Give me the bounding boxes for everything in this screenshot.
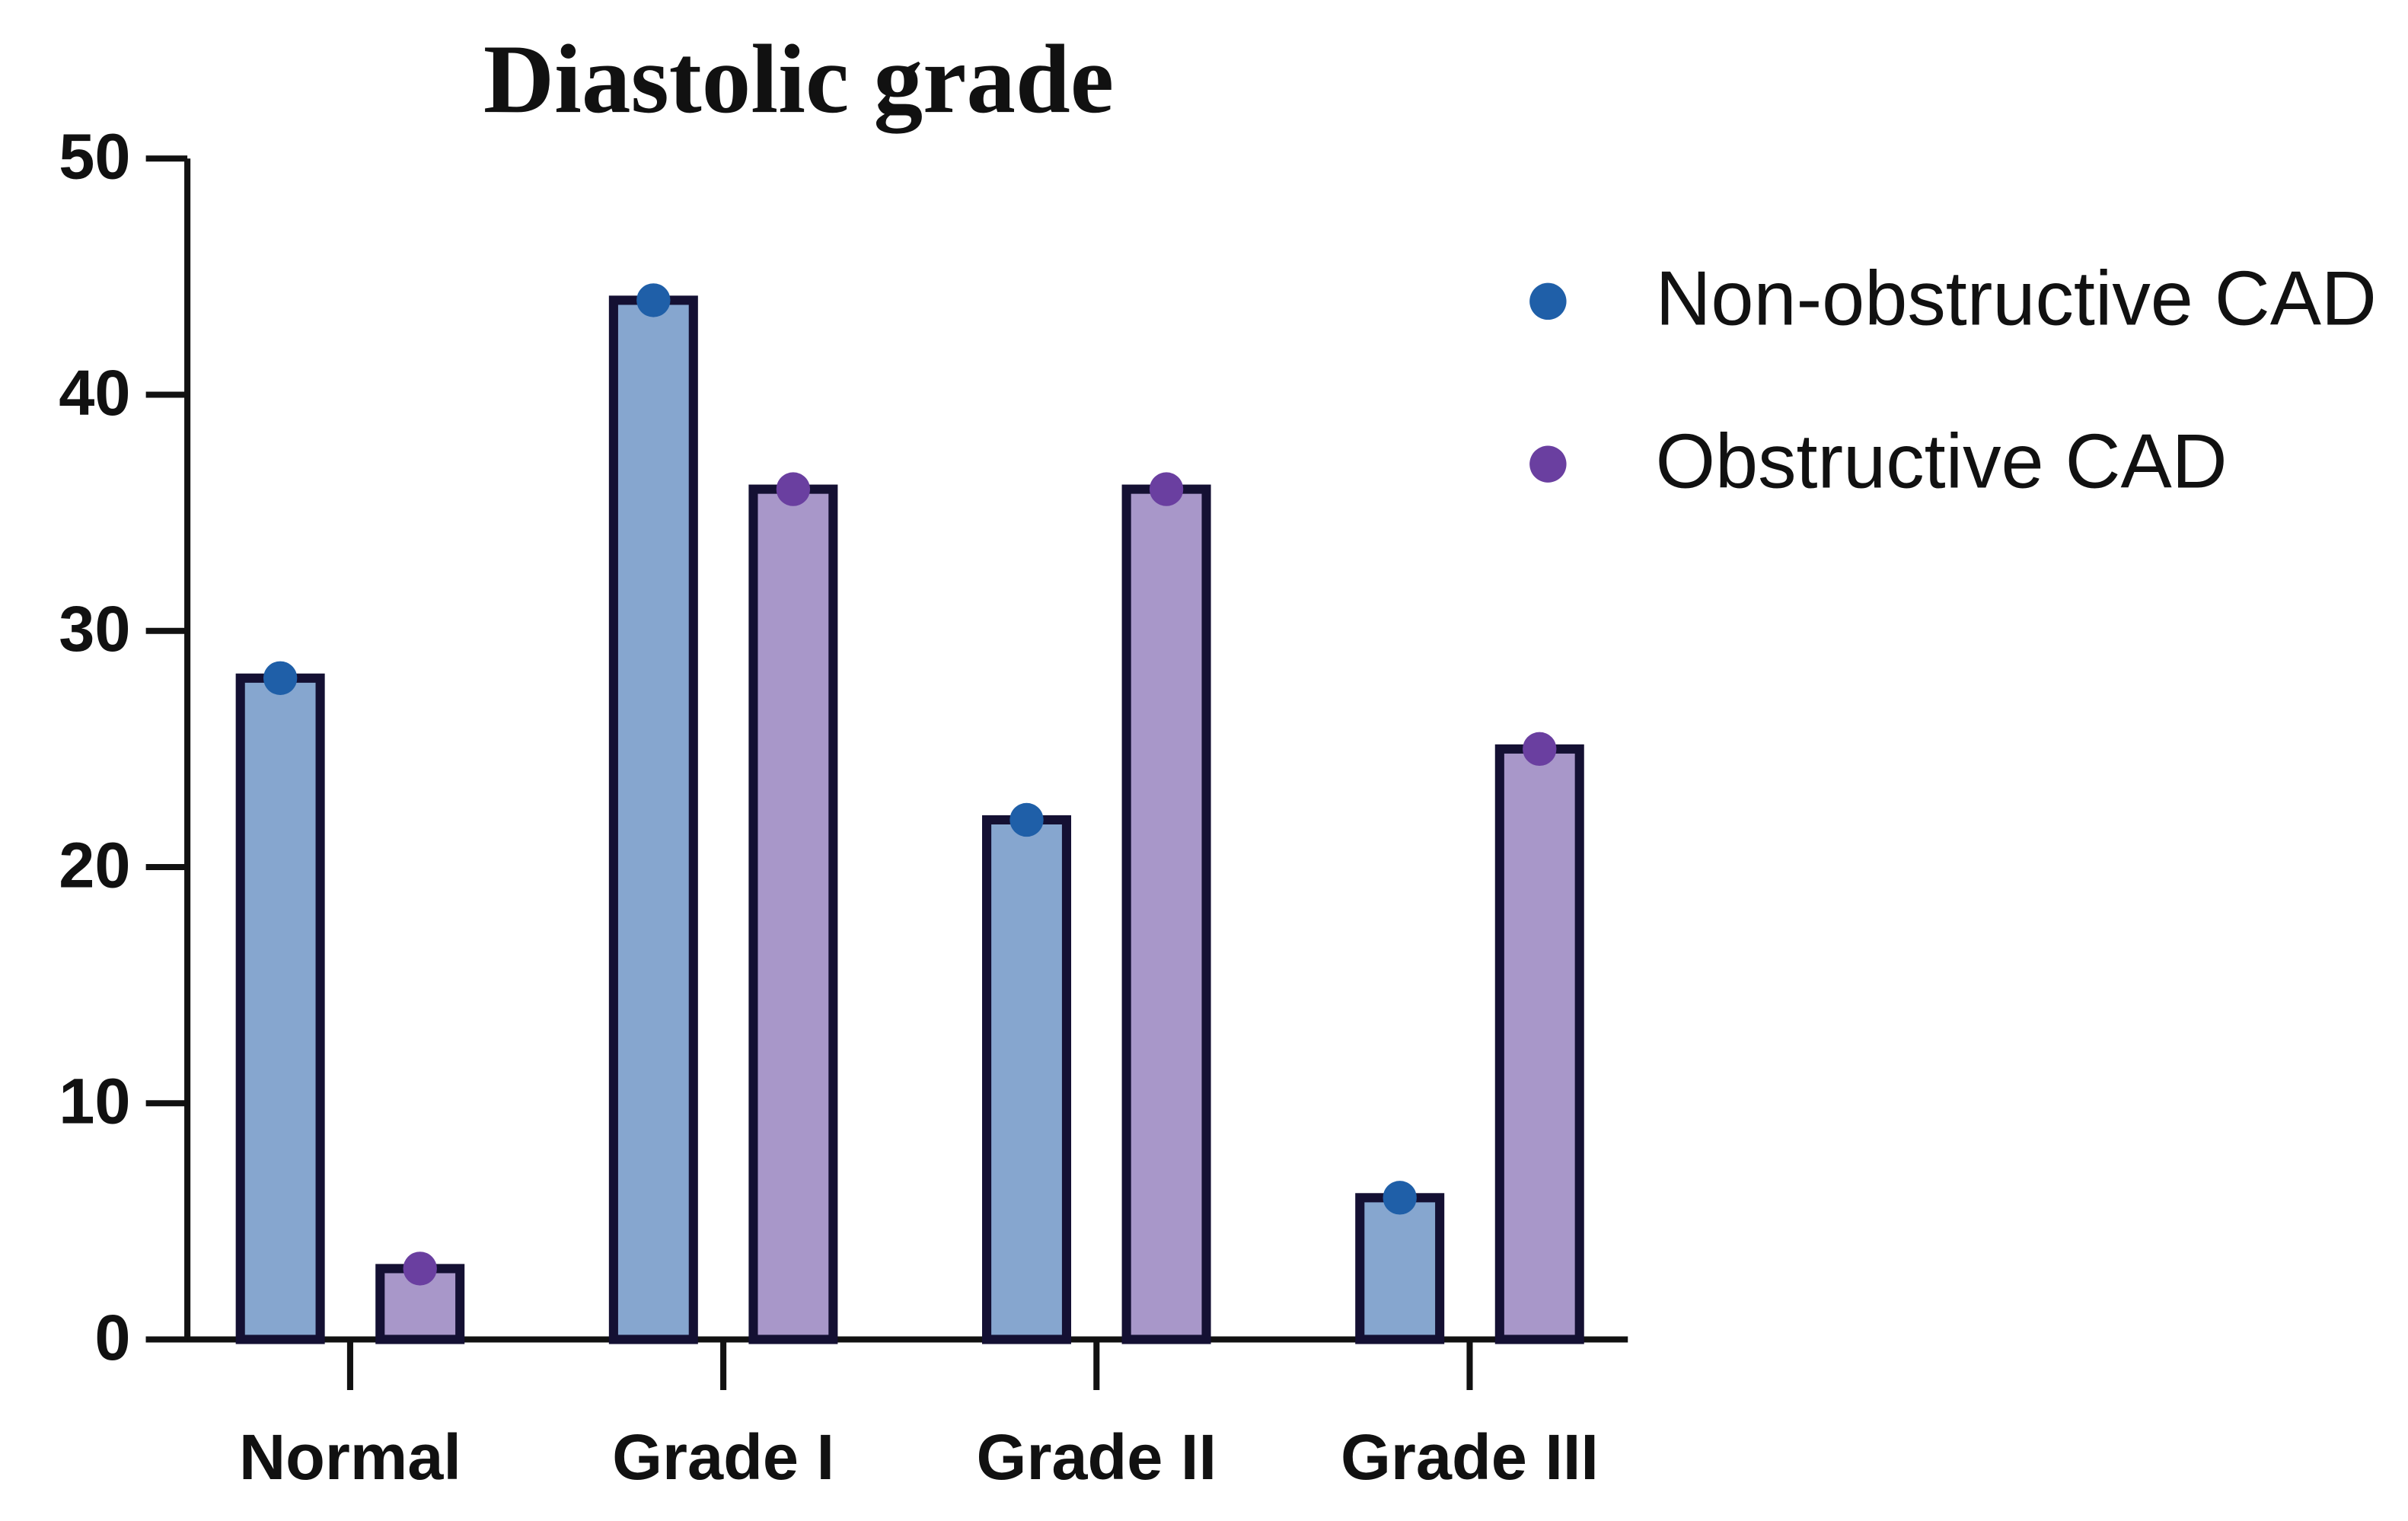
y-tick-label: 50	[59, 120, 130, 193]
bar	[235, 673, 325, 1344]
y-tick-label: 10	[59, 1065, 130, 1137]
legend-marker	[1529, 282, 1567, 320]
bar-marker	[1009, 802, 1044, 837]
bar	[982, 815, 1072, 1344]
legend-marker	[1529, 445, 1567, 483]
bar	[748, 484, 838, 1344]
x-tick-label: Normal	[239, 1421, 461, 1493]
x-tick-label: Grade I	[612, 1421, 834, 1493]
y-tick-label: 20	[59, 828, 130, 901]
bar-marker	[1149, 472, 1184, 506]
legend-label: Obstructive CAD	[1656, 419, 2228, 504]
y-tick-label: 40	[59, 356, 130, 429]
bar	[1355, 1193, 1445, 1344]
bar	[608, 295, 698, 1344]
bar-marker	[1383, 1181, 1417, 1215]
bar-marker	[636, 283, 671, 317]
bar-marker	[776, 472, 811, 506]
chart-title: Diastolic grade	[483, 24, 1114, 134]
x-tick-label: Grade III	[1341, 1421, 1599, 1493]
x-tick-label: Grade II	[977, 1421, 1217, 1493]
y-tick-label: 30	[59, 592, 130, 665]
bar-marker	[263, 661, 298, 695]
bar	[1121, 484, 1211, 1344]
bar-marker	[403, 1252, 437, 1286]
y-tick-label: 0	[94, 1301, 130, 1373]
legend-label: Non-obstructive CAD	[1656, 257, 2377, 342]
bar	[1494, 744, 1584, 1344]
bar-marker	[1523, 732, 1557, 767]
